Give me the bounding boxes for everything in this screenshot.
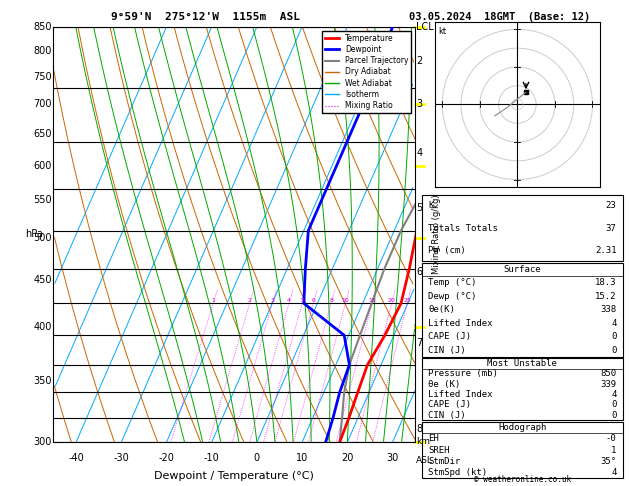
Text: 37: 37 (606, 224, 616, 233)
Text: 850: 850 (33, 22, 52, 32)
Text: Surface: Surface (504, 265, 541, 274)
Bar (422, 358, 623, 420)
Text: Mixing Ratio (g/kg): Mixing Ratio (g/kg) (432, 195, 442, 274)
Bar (422, 263, 623, 357)
Text: 30: 30 (386, 452, 399, 463)
Text: 20: 20 (341, 452, 353, 463)
Text: 3: 3 (270, 298, 274, 303)
Text: 2.31: 2.31 (595, 246, 616, 255)
Text: Hodograph: Hodograph (498, 423, 547, 432)
Text: 5: 5 (301, 298, 304, 303)
Text: Dewpoint / Temperature (°C): Dewpoint / Temperature (°C) (154, 471, 314, 481)
Text: 15.2: 15.2 (595, 292, 616, 301)
Text: Pressure (mb): Pressure (mb) (428, 369, 498, 378)
Text: Lifted Index: Lifted Index (428, 390, 493, 399)
Text: Lifted Index: Lifted Index (428, 319, 493, 328)
Text: 20: 20 (388, 298, 396, 303)
Text: 0: 0 (254, 452, 260, 463)
Text: 600: 600 (33, 161, 52, 171)
Text: Totals Totals: Totals Totals (428, 224, 498, 233)
Text: StmSpd (kt): StmSpd (kt) (428, 468, 487, 477)
Text: 8: 8 (416, 424, 422, 434)
Text: CAPE (J): CAPE (J) (428, 332, 471, 341)
Text: 0: 0 (611, 400, 616, 409)
Text: 0: 0 (611, 332, 616, 341)
Text: 450: 450 (33, 276, 52, 285)
Text: LCL: LCL (416, 22, 434, 32)
Text: 0: 0 (611, 346, 616, 355)
Text: 2: 2 (416, 56, 423, 66)
Text: 700: 700 (33, 99, 52, 109)
Text: SREH: SREH (428, 446, 450, 454)
Text: 500: 500 (33, 233, 52, 243)
Text: 6: 6 (416, 267, 422, 277)
Text: 4: 4 (611, 468, 616, 477)
Text: 8: 8 (330, 298, 333, 303)
Text: 5: 5 (416, 203, 423, 213)
Text: 850: 850 (600, 369, 616, 378)
Bar (422, 195, 623, 261)
Text: 400: 400 (33, 323, 52, 332)
Text: -0: -0 (606, 434, 616, 443)
Text: 650: 650 (33, 129, 52, 139)
Text: 338: 338 (600, 305, 616, 314)
Text: 18.3: 18.3 (595, 278, 616, 287)
Text: -20: -20 (159, 452, 174, 463)
Text: 10: 10 (296, 452, 308, 463)
Text: ASL: ASL (416, 456, 433, 465)
Text: PW (cm): PW (cm) (428, 246, 466, 255)
Text: 25: 25 (403, 298, 411, 303)
Text: 0: 0 (611, 411, 616, 420)
Text: 800: 800 (33, 46, 52, 56)
Text: 10: 10 (342, 298, 349, 303)
Text: 300: 300 (33, 437, 52, 447)
Text: Dewp (°C): Dewp (°C) (428, 292, 477, 301)
Text: StmDir: StmDir (428, 457, 460, 466)
Text: 339: 339 (600, 380, 616, 389)
Text: kt: kt (438, 27, 446, 36)
Text: km: km (416, 437, 430, 447)
Text: 1: 1 (611, 446, 616, 454)
Text: 35°: 35° (600, 457, 616, 466)
Text: © weatheronline.co.uk: © weatheronline.co.uk (474, 474, 571, 484)
Text: -40: -40 (68, 452, 84, 463)
Text: 9°59'N  275°12'W  1155m  ASL: 9°59'N 275°12'W 1155m ASL (111, 12, 300, 22)
Text: K: K (428, 201, 434, 210)
Text: CAPE (J): CAPE (J) (428, 400, 471, 409)
Text: 2: 2 (248, 298, 252, 303)
Text: 23: 23 (606, 201, 616, 210)
Text: 550: 550 (33, 195, 52, 206)
Text: 4: 4 (416, 148, 422, 157)
Bar (422, 422, 623, 478)
Text: 6: 6 (311, 298, 315, 303)
Text: Temp (°C): Temp (°C) (428, 278, 477, 287)
Text: hPa: hPa (25, 229, 43, 240)
Text: θe (K): θe (K) (428, 380, 460, 389)
Text: 350: 350 (33, 376, 52, 386)
Text: θe(K): θe(K) (428, 305, 455, 314)
Text: CIN (J): CIN (J) (428, 346, 466, 355)
Text: 4: 4 (287, 298, 291, 303)
Legend: Temperature, Dewpoint, Parcel Trajectory, Dry Adiabat, Wet Adiabat, Isotherm, Mi: Temperature, Dewpoint, Parcel Trajectory… (322, 31, 411, 113)
Text: 3: 3 (416, 99, 422, 109)
Text: EH: EH (428, 434, 439, 443)
Text: Most Unstable: Most Unstable (487, 359, 557, 368)
Text: 1: 1 (211, 298, 215, 303)
Text: 15: 15 (369, 298, 376, 303)
Text: CIN (J): CIN (J) (428, 411, 466, 420)
Text: 4: 4 (611, 390, 616, 399)
Text: 03.05.2024  18GMT  (Base: 12): 03.05.2024 18GMT (Base: 12) (409, 12, 591, 22)
Text: -30: -30 (113, 452, 129, 463)
Text: 750: 750 (33, 71, 52, 82)
Text: -10: -10 (204, 452, 220, 463)
Text: 7: 7 (416, 338, 423, 347)
Text: 4: 4 (611, 319, 616, 328)
